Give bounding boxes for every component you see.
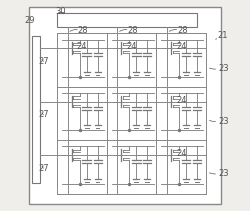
Text: 24: 24 bbox=[126, 42, 137, 51]
Text: 28: 28 bbox=[78, 26, 88, 35]
Text: 27: 27 bbox=[38, 164, 49, 173]
Text: 27: 27 bbox=[38, 110, 49, 119]
Text: 24: 24 bbox=[176, 149, 187, 158]
Bar bbox=[156, 87, 206, 140]
Bar bbox=[57, 33, 106, 87]
Text: 29: 29 bbox=[24, 16, 34, 25]
Text: 24: 24 bbox=[176, 42, 187, 51]
Bar bbox=[57, 87, 106, 140]
Text: 30: 30 bbox=[56, 7, 66, 16]
Text: 21: 21 bbox=[218, 31, 228, 41]
Text: 28: 28 bbox=[128, 26, 138, 35]
Text: 23: 23 bbox=[218, 64, 229, 73]
Text: 24: 24 bbox=[77, 42, 87, 51]
Bar bbox=[156, 140, 206, 193]
Text: 28: 28 bbox=[177, 26, 188, 35]
Text: 23: 23 bbox=[218, 169, 229, 178]
Bar bbox=[106, 140, 156, 193]
Text: 23: 23 bbox=[218, 117, 229, 126]
Bar bbox=[156, 33, 206, 87]
Bar bbox=[106, 33, 156, 87]
Bar bbox=[57, 13, 197, 27]
Bar bbox=[106, 87, 156, 140]
Text: 27: 27 bbox=[38, 57, 49, 66]
Text: 24: 24 bbox=[176, 96, 187, 105]
Bar bbox=[57, 140, 106, 193]
Bar bbox=[32, 36, 40, 183]
